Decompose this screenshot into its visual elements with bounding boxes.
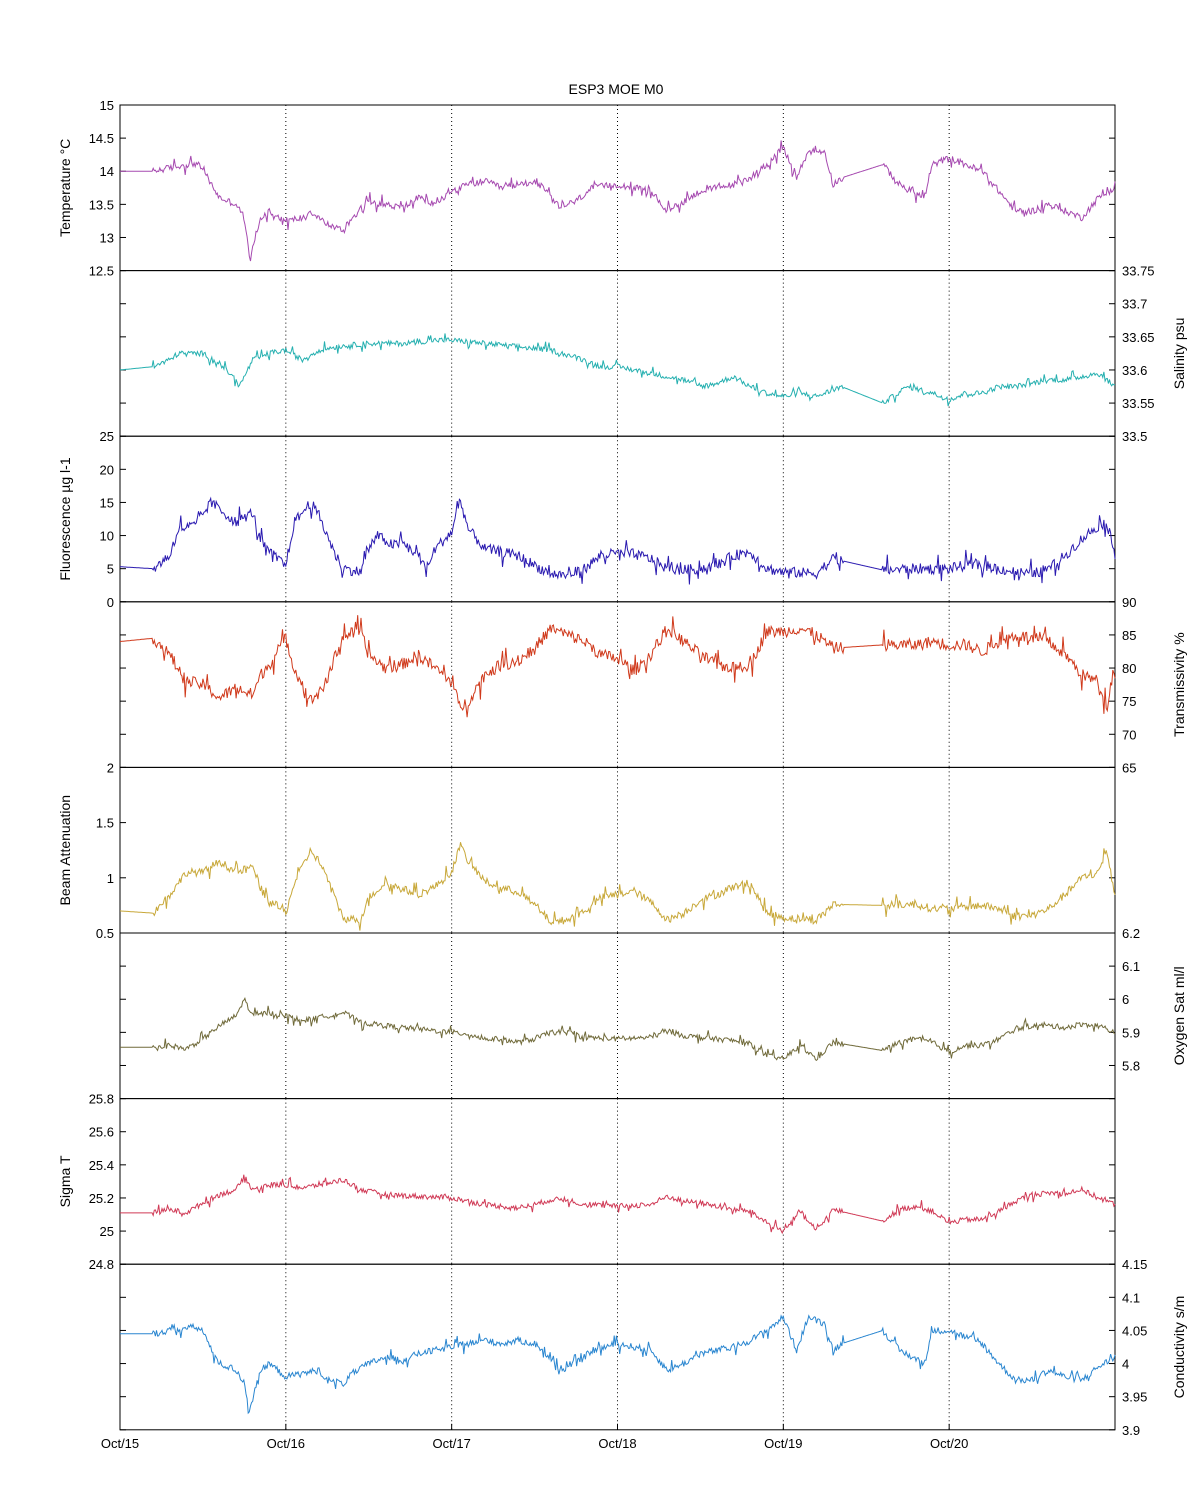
- y-tick-label: 33.65: [1122, 330, 1155, 345]
- y-tick-label: 25.4: [89, 1158, 114, 1173]
- y-tick-label: 4.1: [1122, 1290, 1140, 1305]
- y-tick-label: 10: [100, 529, 114, 544]
- y-tick-label: 90: [1122, 595, 1136, 610]
- series-line-beam_attenuation: [119, 842, 1116, 931]
- x-tick-label: Oct/18: [598, 1436, 636, 1451]
- x-tick-label: Oct/15: [101, 1436, 139, 1451]
- y-tick-label: 13.5: [89, 197, 114, 212]
- y-tick-label: 5.8: [1122, 1058, 1140, 1073]
- y-tick-label: 33.75: [1122, 264, 1155, 279]
- y-axis-label: Oxygen Sat ml/l: [1171, 966, 1187, 1065]
- x-axis: Oct/15 Oct/16 Oct/17 Oct/18 Oct/19 Oct/20: [101, 1423, 968, 1451]
- y-tick-label: 0.5: [96, 926, 114, 941]
- y-tick-label: 75: [1122, 694, 1136, 709]
- series-line-salinity: [119, 333, 1116, 407]
- y-tick-label: 20: [100, 462, 114, 477]
- y-tick-label: 4.15: [1122, 1257, 1147, 1272]
- y-tick-label: 5.9: [1122, 1025, 1140, 1040]
- y-tick-label: 14: [100, 164, 114, 179]
- y-tick-label: 5: [107, 562, 114, 577]
- y-tick-label: 25.8: [89, 1092, 114, 1107]
- y-axis-label: Beam Attenuation: [57, 795, 73, 906]
- y-tick-label: 12.5: [89, 264, 114, 279]
- series-line-oxygen_sat: [120, 996, 1116, 1062]
- panel-salinity: 33.5 33.55 33.6 33.65 33.7 33.75 Salinity psu: [119, 264, 1187, 444]
- series-line-transmissivity: [119, 615, 1116, 718]
- y-tick-label: 1: [107, 871, 114, 886]
- y-tick-label: 25.6: [89, 1125, 114, 1140]
- y-tick-label: 6: [1122, 992, 1129, 1007]
- panel-beam_attenuation: 0.5 1 1.5 2 Beam Attenuation: [57, 760, 1116, 941]
- x-tick-label: Oct/20: [930, 1436, 968, 1451]
- x-tick-label: Oct/19: [764, 1436, 802, 1451]
- y-tick-label: 33.55: [1122, 396, 1155, 411]
- y-tick-label: 24.8: [89, 1257, 114, 1272]
- y-axis-label: Fluorescence µg l-1: [57, 457, 73, 580]
- y-tick-label: 33.5: [1122, 429, 1147, 444]
- x-tick-label: Oct/16: [267, 1436, 305, 1451]
- y-tick-label: 4: [1122, 1357, 1129, 1372]
- panel-transmissivity: 65 70 75 80 85 90 Transmissivity %: [119, 595, 1187, 775]
- y-tick-label: 4.05: [1122, 1323, 1147, 1338]
- y-tick-label: 70: [1122, 727, 1136, 742]
- series-line-sigma_t: [120, 1174, 1116, 1235]
- panel-fluorescence: 0 5 10 15 20 25 Fluorescence µg l-1: [57, 429, 1116, 610]
- y-tick-label: 25: [100, 429, 114, 444]
- x-tick-label: Oct/17: [433, 1436, 471, 1451]
- y-axis-label: Salinity psu: [1171, 318, 1187, 390]
- y-tick-label: 15: [100, 495, 114, 510]
- y-tick-label: 14.5: [89, 131, 114, 146]
- y-tick-label: 25: [100, 1224, 114, 1239]
- y-axis-label: Transmissivity %: [1171, 632, 1187, 737]
- panel-conductivity: 3.9 3.95 4 4.05 4.1 4.15 Conductivity s/m: [119, 1257, 1187, 1438]
- y-tick-label: 15: [100, 98, 114, 113]
- y-tick-label: 65: [1122, 760, 1136, 775]
- series-line-fluorescence: [119, 496, 1116, 585]
- y-tick-label: 80: [1122, 661, 1136, 676]
- y-axis-label: Sigma T: [57, 1155, 73, 1207]
- panel-sigma_t: 24.8 25 25.2 25.4 25.6 25.8 Sigma T: [57, 1092, 1116, 1272]
- y-tick-label: 0: [107, 595, 114, 610]
- y-tick-label: 33.7: [1122, 297, 1147, 312]
- y-tick-label: 3.9: [1122, 1423, 1140, 1438]
- y-tick-label: 1.5: [96, 816, 114, 831]
- y-tick-label: 6.2: [1122, 926, 1140, 941]
- chart-title: ESP3 MOE M0: [569, 81, 664, 97]
- y-tick-label: 3.95: [1122, 1390, 1147, 1405]
- series-line-conductivity: [120, 1314, 1116, 1415]
- y-tick-label: 85: [1122, 628, 1136, 643]
- y-tick-label: 2: [107, 760, 114, 775]
- y-axis-label: Temperature °C: [57, 139, 73, 237]
- y-tick-label: 6.1: [1122, 959, 1140, 974]
- y-axis-label: Conductivity s/m: [1171, 1296, 1187, 1399]
- y-tick-label: 33.6: [1122, 363, 1147, 378]
- series-line-temperature: [120, 140, 1116, 262]
- y-tick-label: 13: [100, 230, 114, 245]
- y-tick-label: 25.2: [89, 1191, 114, 1206]
